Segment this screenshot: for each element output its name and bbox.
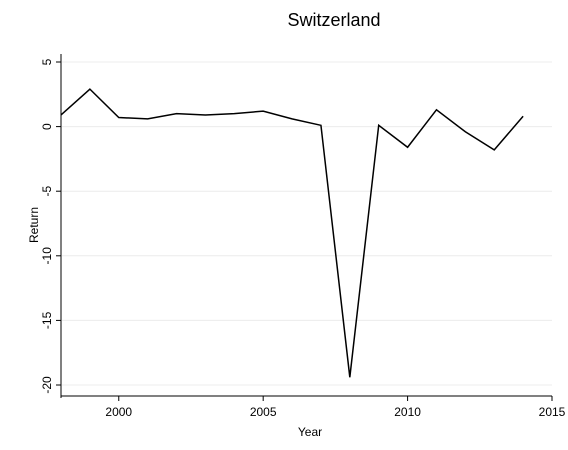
y-tick-label: 5 — [40, 58, 54, 65]
x-tick-label: 2005 — [250, 405, 277, 419]
ticks-layer: 5 0 -5 -10 -15 -20 2000 2005 2010 2015 — [40, 58, 566, 419]
y-tick-label: -5 — [40, 186, 54, 197]
y-axis-title: Return — [27, 207, 41, 243]
series-layer — [60, 88, 524, 378]
x-tick-label: 2000 — [105, 405, 132, 419]
chart-title: Switzerland — [287, 10, 380, 30]
x-tick-label: 2010 — [394, 405, 421, 419]
y-tick-label: -15 — [40, 311, 54, 329]
x-axis-title: Year — [298, 425, 322, 439]
y-tick-label: 0 — [40, 123, 54, 130]
grid-layer — [62, 61, 552, 386]
series-line — [60, 88, 524, 378]
y-tick-label: -10 — [40, 247, 54, 265]
x-tick-label: 2015 — [539, 405, 566, 419]
axes-layer — [60, 54, 552, 398]
y-tick-label: -20 — [40, 376, 54, 394]
